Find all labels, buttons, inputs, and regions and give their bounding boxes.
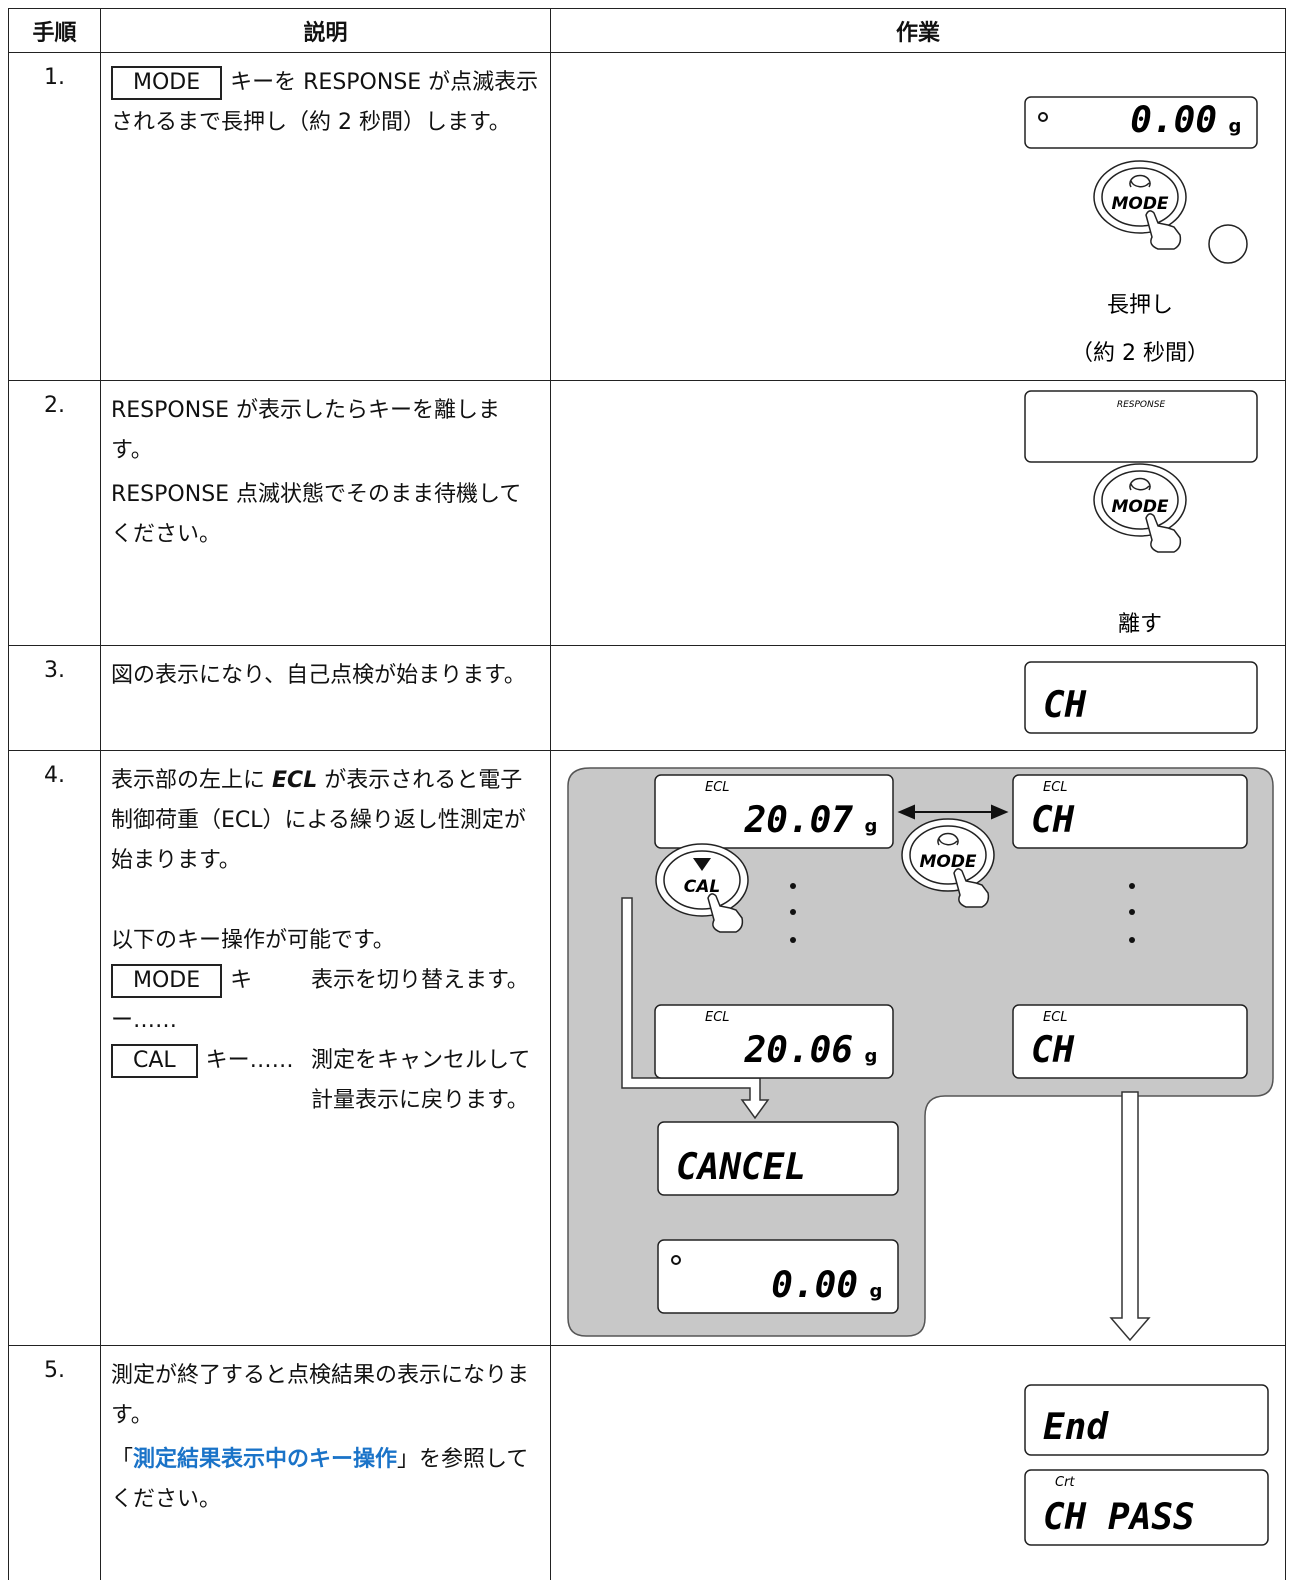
hand-icon [1145, 210, 1182, 250]
row: 1. MODE キーを RESPONSE が点滅表示されるまで長押し（約 2 秒間… [8, 52, 1286, 381]
lcd-indicator: ECL [1043, 780, 1068, 795]
key-icon [937, 832, 959, 846]
lcd-indicator: ECL [705, 1010, 730, 1025]
description: RESPONSE が表示したらキーを離します。 RESPONSE 点滅状態でそのま… [100, 380, 551, 646]
row: 5. 測定が終了すると点検結果の表示になります。「測定結果表示中のキー操作」を参… [8, 1345, 1286, 1580]
caption: 離す [1118, 612, 1162, 637]
arrow [1109, 1091, 1151, 1342]
key-list: MODE キー…… 表示を切り替えます。 CAL キー…… 測定をキャンセルして計量… [111, 961, 540, 1121]
lcd-display [657, 1121, 899, 1196]
key: CAL [111, 1044, 198, 1078]
description: MODE キーを RESPONSE が点滅表示されるまで長押し（約 2 秒間）しま… [100, 52, 551, 381]
lcd-display [1024, 661, 1258, 734]
text: RESPONSE が表示したらキーを離します。 [111, 398, 501, 463]
lcd-value: CANCEL [676, 1147, 806, 1188]
lcd-display [1012, 1004, 1248, 1079]
lcd-display [1024, 96, 1258, 149]
lcd-value: CH PASS [1043, 1497, 1195, 1538]
text: キーを RESPONSE が点滅表示されるまで長押し（約 2 秒間）します。 [111, 70, 539, 135]
lcd-value: 20.06 [744, 1030, 853, 1071]
text: 図の表示になり、自己点検が始まります。 [111, 663, 526, 688]
text: が表示されると電子制御荷重（ECL）による繰り返し性測定が始まります。 [111, 768, 526, 873]
key-button-inner [1101, 470, 1179, 530]
lcd-unit: g [1229, 116, 1242, 137]
header-cell: 説明 [100, 8, 551, 53]
lcd-unit: g [865, 1046, 878, 1067]
key-button-inner [909, 825, 987, 885]
key: MODE [111, 66, 223, 100]
key: MODE [111, 964, 223, 998]
lcd-indicator: ECL [705, 780, 730, 795]
lcd-value: End [1043, 1407, 1109, 1448]
lcd-display [654, 1004, 894, 1079]
timer-icon [1208, 224, 1248, 264]
lcd-value: CH [1031, 800, 1075, 841]
lcd-display [1012, 774, 1248, 849]
description: 表示部の左上に ECL が表示されると電子制御荷重（ECL）による繰り返し性測定… [100, 750, 551, 1346]
indicator: ECL [272, 768, 318, 793]
key-icon [1129, 477, 1151, 491]
lcd-unit: g [870, 1281, 883, 1302]
text: RESPONSE 点滅状態でそのまま待機してください。 [111, 482, 522, 547]
lcd-display [1024, 1384, 1269, 1456]
text: 表示部の左上に [111, 768, 266, 793]
lcd-value: CH [1043, 685, 1087, 726]
key-desc: 測定をキャンセルして計量表示に戻ります。 [311, 1048, 531, 1113]
header-row: 手順 説明 作業 [8, 8, 1286, 53]
lcd-unit: g [865, 816, 878, 837]
dots: キー…… [205, 1048, 294, 1073]
key-label: MODE [1111, 194, 1168, 214]
text: 」を参照してください。 [111, 1447, 529, 1512]
caption: 長押し [1107, 293, 1173, 318]
key-label: MODE [1111, 497, 1168, 517]
text: 「 [111, 1447, 134, 1472]
lcd-indicator: Crt [1055, 1475, 1075, 1490]
description: 図の表示になり、自己点検が始まります。 [100, 645, 551, 751]
key-icon [693, 858, 711, 871]
lcd-indicator: RESPONSE [1117, 400, 1166, 410]
stable-mark [671, 1255, 681, 1265]
lcd-display [657, 1239, 899, 1314]
lcd-value: 0.00 [771, 1265, 858, 1306]
dots: キー…… [111, 968, 253, 1033]
step: 5. [8, 1345, 101, 1580]
key-button-inner [663, 850, 741, 910]
lcd-value: 20.07 [744, 800, 854, 841]
caption: （約 2 秒間） [1071, 341, 1209, 366]
lcd-display [1024, 390, 1258, 463]
stable-mark [1038, 112, 1048, 122]
note: 以下のキー操作が可能です。 [111, 928, 395, 953]
text: 測定が終了すると点検結果の表示になります。 [111, 1363, 530, 1428]
description: 測定が終了すると点検結果の表示になります。「測定結果表示中のキー操作」を参照して… [100, 1345, 551, 1580]
key-icon [1129, 174, 1151, 188]
lcd-value: 0.00 [1130, 100, 1217, 141]
lcd-display [654, 774, 894, 849]
key-label: MODE [919, 852, 976, 872]
link[interactable]: 測定結果表示中のキー操作 [133, 1447, 398, 1472]
hand-icon [1145, 513, 1182, 553]
hand-icon [953, 868, 990, 908]
header-cell: 手順 [8, 8, 101, 53]
header-cell: 作業 [550, 8, 1286, 53]
lcd-indicator: ECL [1043, 1010, 1068, 1025]
lcd-value: CH [1031, 1030, 1075, 1071]
key-button-inner [1101, 167, 1179, 227]
key-desc: 表示を切り替えます。 [311, 968, 529, 993]
key-label: CAL [684, 877, 720, 897]
double-arrow [897, 804, 1009, 820]
lcd-display [1024, 1469, 1269, 1546]
hand-icon [707, 893, 744, 933]
arrow [621, 897, 770, 1120]
dots [790, 883, 1135, 943]
